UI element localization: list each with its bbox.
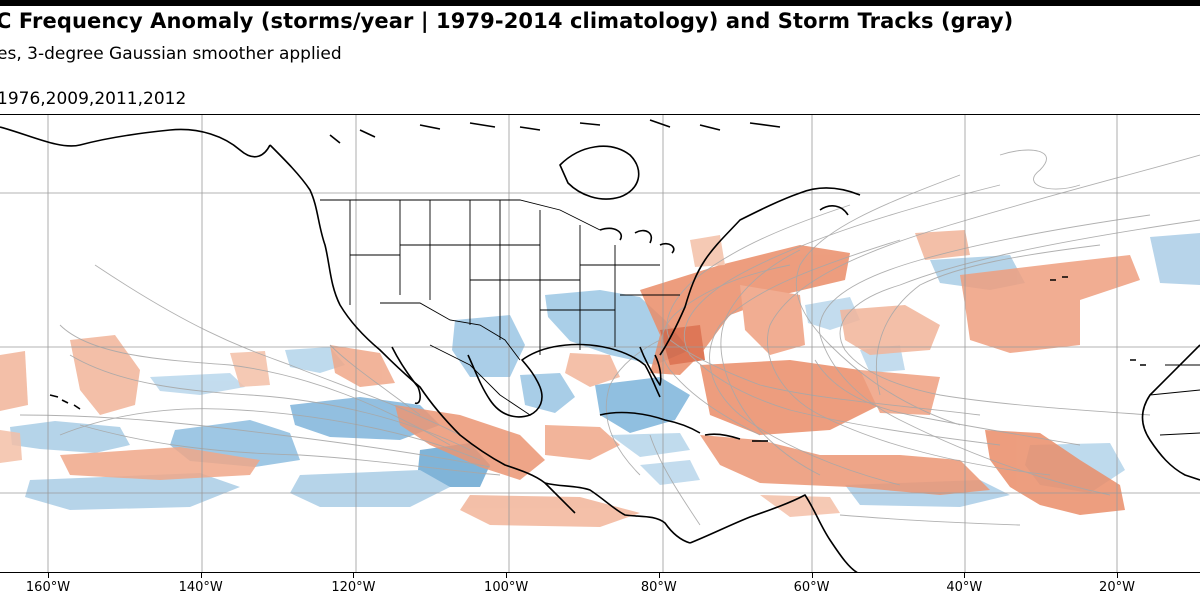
longitude-tick-label: 20°W (1099, 580, 1135, 595)
positive-anomaly-patch (690, 235, 725, 267)
map-frame (0, 114, 1200, 573)
negative-anomaly-patch (452, 315, 525, 377)
storm-track (605, 339, 661, 476)
negative-anomaly-patch (1150, 233, 1200, 285)
storm-track (814, 359, 1081, 446)
longitude-tick-label: 60°W (793, 580, 830, 595)
storm-track (795, 174, 961, 426)
baja-peninsula (391, 346, 421, 405)
storm-track (59, 408, 481, 461)
negative-anomaly-patch (285, 347, 345, 373)
storm-tracks (19, 149, 1200, 526)
storm-track (19, 414, 491, 468)
central-america-coast (544, 482, 691, 544)
negative-anomaly-patch (595, 377, 690, 433)
newfoundland (819, 205, 849, 216)
longitude-tick-mark (200, 573, 202, 578)
hawaii-islands (49, 394, 81, 410)
map-canvas (0, 115, 1200, 572)
longitude-tick-label: 120°W (331, 580, 376, 595)
negative-anomaly-patches (10, 233, 1200, 510)
longitude-tick-label: 40°W (946, 580, 983, 595)
longitude-tick-mark (811, 573, 813, 578)
negative-anomaly-patch (520, 373, 575, 413)
longitude-tick-label: 80°W (640, 580, 677, 595)
storm-track (79, 424, 501, 476)
storm-track (69, 354, 471, 451)
storm-track (999, 149, 1081, 190)
gulf-of-mexico-coast (467, 343, 661, 418)
positive-anomaly-patch (330, 345, 395, 387)
positive-anomaly-patch (960, 255, 1140, 353)
longitude-tick-label: 100°W (484, 580, 529, 595)
positive-anomaly-patch (760, 495, 840, 517)
figure-subtitle-smoothing: es, 3-degree Gaussian smoother applied (0, 44, 342, 64)
negative-anomaly-patch (545, 290, 690, 365)
atlantic-coast (659, 187, 861, 356)
anomaly-field (0, 230, 1200, 527)
negative-anomaly-patch (290, 470, 450, 507)
south-america-coast (689, 494, 858, 572)
longitude-tick-mark (964, 573, 966, 578)
longitude-tick-label: 140°W (178, 580, 223, 595)
florida-peninsula (639, 346, 662, 386)
africa-borders (1149, 364, 1200, 436)
positive-anomaly-patch (0, 351, 28, 411)
positive-anomaly-patch (460, 495, 640, 527)
positive-anomaly-patch (545, 425, 620, 460)
cuba-island (599, 411, 701, 434)
positive-anomaly-patch (565, 353, 620, 387)
negative-anomaly-patch (25, 473, 240, 510)
hispaniola-island (704, 433, 741, 440)
negative-anomaly-patch (10, 421, 130, 453)
longitude-tick-label: 160°W (25, 580, 71, 595)
negative-anomaly-patch (610, 433, 690, 457)
storm-track (94, 264, 461, 436)
west-africa-coast (1141, 344, 1200, 481)
positive-anomaly-patch (915, 230, 970, 260)
storm-track (720, 249, 821, 476)
longitude-tick-mark (353, 573, 355, 578)
positive-anomaly-patch (230, 351, 270, 387)
positive-anomaly-patch (985, 430, 1125, 515)
storm-track (839, 514, 1021, 526)
pacific-northwest-coast (269, 144, 576, 514)
mexico-states (429, 344, 531, 416)
storm-track (666, 204, 981, 416)
coastlines (0, 119, 1200, 572)
storm-track (767, 154, 1200, 476)
great-lakes (599, 227, 675, 254)
storm-track (649, 434, 701, 526)
arctic-islands (329, 119, 781, 144)
figure-subtitle-years: 1976,2009,2011,2012 (0, 89, 187, 109)
storm-track (59, 324, 451, 446)
positive-anomaly-patch (700, 435, 990, 495)
us-mexico-border (380, 302, 521, 361)
storm-track (709, 239, 901, 486)
positive-anomaly-patch (840, 305, 940, 355)
longitude-tick-mark (658, 573, 660, 578)
hudson-bay (559, 145, 640, 200)
political-borders (320, 199, 1200, 436)
us-state-lines (349, 200, 680, 355)
positive-anomaly-patch (60, 447, 260, 480)
longitude-tick-mark (506, 573, 508, 578)
negative-anomaly-patch (640, 460, 700, 485)
canary-islands (1050, 276, 1068, 281)
storm-track (329, 344, 421, 416)
positive-anomaly-patch (70, 335, 140, 415)
alaska-coast (0, 126, 271, 158)
longitude-tick-mark (1117, 573, 1118, 578)
longitude-tick-mark (48, 573, 49, 578)
negative-anomaly-patch (150, 373, 245, 395)
positive-anomaly-patch (0, 430, 22, 463)
cape-verde-islands (1130, 359, 1146, 366)
top-border-bar (0, 0, 1200, 6)
figure-title: C Frequency Anomaly (storms/year | 1979-… (0, 9, 1014, 33)
us-canada-border (320, 199, 601, 231)
storm-track (839, 219, 1200, 416)
storm-track (875, 244, 1101, 396)
